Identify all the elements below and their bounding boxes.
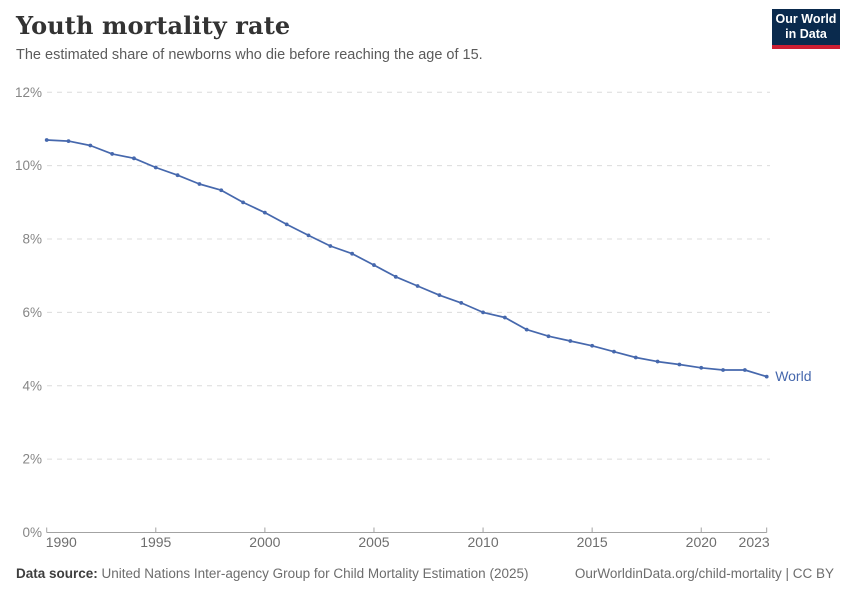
svg-text:2%: 2% (22, 452, 42, 467)
svg-text:0%: 0% (22, 525, 42, 540)
chart-subtitle: The estimated share of newborns who die … (16, 46, 483, 63)
owid-logo-line1: Our World (775, 11, 837, 26)
owid-logo-line2: in Data (785, 27, 827, 41)
owid-logo[interactable]: Our World in Data (772, 9, 840, 49)
svg-text:4%: 4% (22, 378, 42, 393)
svg-text:10%: 10% (15, 158, 42, 173)
footer-citation-link[interactable]: OurWorldinData.org/child-mortality | CC … (574, 566, 834, 581)
svg-text:2023: 2023 (739, 534, 770, 550)
chart-footer: Data source: United Nations Inter-agency… (16, 566, 834, 581)
svg-text:1990: 1990 (46, 534, 77, 550)
svg-text:World: World (775, 368, 811, 384)
svg-text:2020: 2020 (686, 534, 717, 550)
svg-text:1995: 1995 (140, 534, 171, 550)
svg-text:2015: 2015 (577, 534, 608, 550)
data-source-text: United Nations Inter-agency Group for Ch… (97, 566, 529, 581)
svg-text:8%: 8% (22, 232, 42, 247)
svg-text:12%: 12% (15, 85, 42, 100)
svg-text:2005: 2005 (358, 534, 389, 550)
data-source-label: Data source: (16, 566, 98, 581)
svg-text:2010: 2010 (467, 534, 498, 550)
svg-text:6%: 6% (22, 305, 42, 320)
chart-title: Youth mortality rate (16, 11, 291, 40)
svg-text:2000: 2000 (249, 534, 280, 550)
chart-header: Youth mortality rate The estimated share… (16, 12, 750, 63)
data-source: Data source: United Nations Inter-agency… (16, 566, 528, 581)
